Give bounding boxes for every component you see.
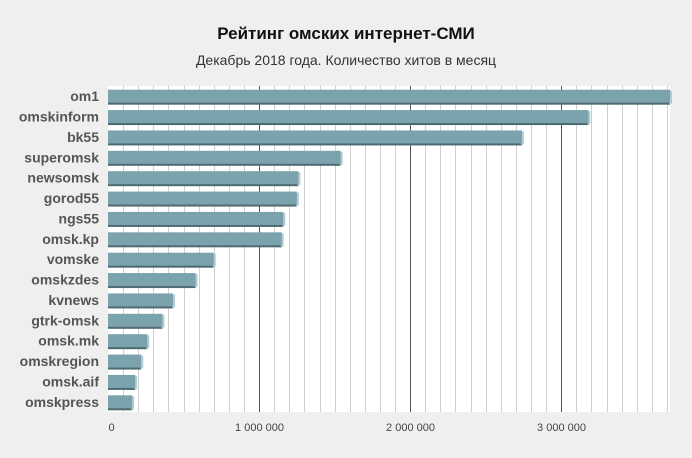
bar [108, 171, 299, 185]
bar [108, 313, 163, 327]
chart-title: Рейтинг омских интернет-СМИ [217, 24, 475, 43]
bar [108, 334, 148, 348]
bar-end-cap [131, 396, 135, 410]
bar [108, 395, 133, 409]
x-tick-label: 2 000 000 [386, 422, 435, 434]
bar [108, 130, 522, 144]
bar-end-cap [146, 335, 150, 349]
bar [108, 191, 297, 205]
bar [108, 110, 589, 124]
bar-end-cap [212, 253, 216, 267]
bar [108, 150, 341, 164]
category-label: omsk.aif [42, 373, 99, 389]
bar [108, 211, 284, 225]
bar [108, 273, 196, 287]
bar-end-cap [339, 151, 343, 165]
category-label: newsomsk [27, 170, 99, 186]
category-label: gtrk-omsk [31, 312, 99, 328]
bar-end-cap [171, 294, 175, 308]
x-tick-label: 1 000 000 [235, 422, 284, 434]
bar-end-cap [520, 131, 524, 145]
bar [108, 293, 173, 307]
category-label: kvnews [48, 292, 99, 308]
bar-end-cap [194, 274, 198, 288]
bar [108, 374, 136, 388]
category-label: bk55 [67, 129, 99, 145]
bar [108, 89, 670, 103]
category-label: ngs55 [59, 210, 100, 226]
category-label: vomske [47, 251, 99, 267]
bar [108, 252, 214, 266]
bar-end-cap [140, 355, 144, 369]
bar-end-cap [297, 172, 301, 186]
x-tick-label: 0 [108, 422, 114, 434]
category-label: om1 [70, 88, 99, 104]
bar-end-cap [295, 192, 299, 206]
category-label: omsk.mk [38, 333, 99, 349]
bar-end-cap [161, 314, 165, 328]
bar-end-cap [669, 90, 672, 104]
chart-subtitle: Декабрь 2018 года. Количество хитов в ме… [195, 52, 497, 68]
category-label: omskpress [25, 394, 99, 410]
bar-end-cap [282, 212, 286, 226]
category-label: omskregion [20, 353, 99, 369]
category-label: superomsk [24, 149, 99, 165]
category-label: omsk.kp [42, 231, 99, 247]
bar-end-cap [280, 233, 284, 247]
category-label: omskzdes [31, 272, 99, 288]
category-label: gorod55 [44, 190, 99, 206]
bar-end-cap [134, 375, 138, 389]
bar-end-cap [587, 111, 591, 125]
bar [108, 354, 142, 368]
bar [108, 232, 282, 246]
x-tick-label: 3 000 000 [537, 422, 586, 434]
category-label: omskinform [19, 109, 99, 125]
